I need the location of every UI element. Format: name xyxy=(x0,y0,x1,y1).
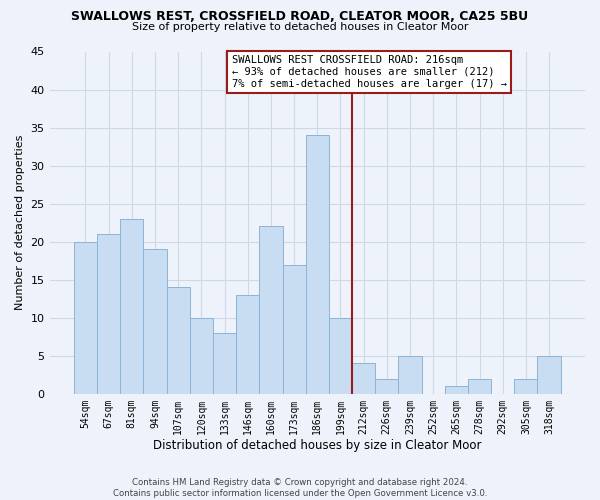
Bar xyxy=(329,318,352,394)
Bar xyxy=(445,386,468,394)
Bar xyxy=(398,356,422,394)
Bar xyxy=(305,135,329,394)
Text: Contains HM Land Registry data © Crown copyright and database right 2024.
Contai: Contains HM Land Registry data © Crown c… xyxy=(113,478,487,498)
Bar xyxy=(259,226,283,394)
Bar xyxy=(468,378,491,394)
Bar xyxy=(213,333,236,394)
Bar xyxy=(283,264,305,394)
Bar xyxy=(97,234,120,394)
Text: SWALLOWS REST, CROSSFIELD ROAD, CLEATOR MOOR, CA25 5BU: SWALLOWS REST, CROSSFIELD ROAD, CLEATOR … xyxy=(71,10,529,23)
Bar xyxy=(352,364,375,394)
X-axis label: Distribution of detached houses by size in Cleator Moor: Distribution of detached houses by size … xyxy=(153,440,482,452)
Bar xyxy=(236,295,259,394)
Bar xyxy=(538,356,560,394)
Bar xyxy=(120,219,143,394)
Y-axis label: Number of detached properties: Number of detached properties xyxy=(15,135,25,310)
Text: Size of property relative to detached houses in Cleator Moor: Size of property relative to detached ho… xyxy=(132,22,468,32)
Bar xyxy=(143,250,167,394)
Bar xyxy=(375,378,398,394)
Bar xyxy=(190,318,213,394)
Bar xyxy=(514,378,538,394)
Bar xyxy=(74,242,97,394)
Bar xyxy=(167,288,190,394)
Text: SWALLOWS REST CROSSFIELD ROAD: 216sqm
← 93% of detached houses are smaller (212): SWALLOWS REST CROSSFIELD ROAD: 216sqm ← … xyxy=(232,56,506,88)
